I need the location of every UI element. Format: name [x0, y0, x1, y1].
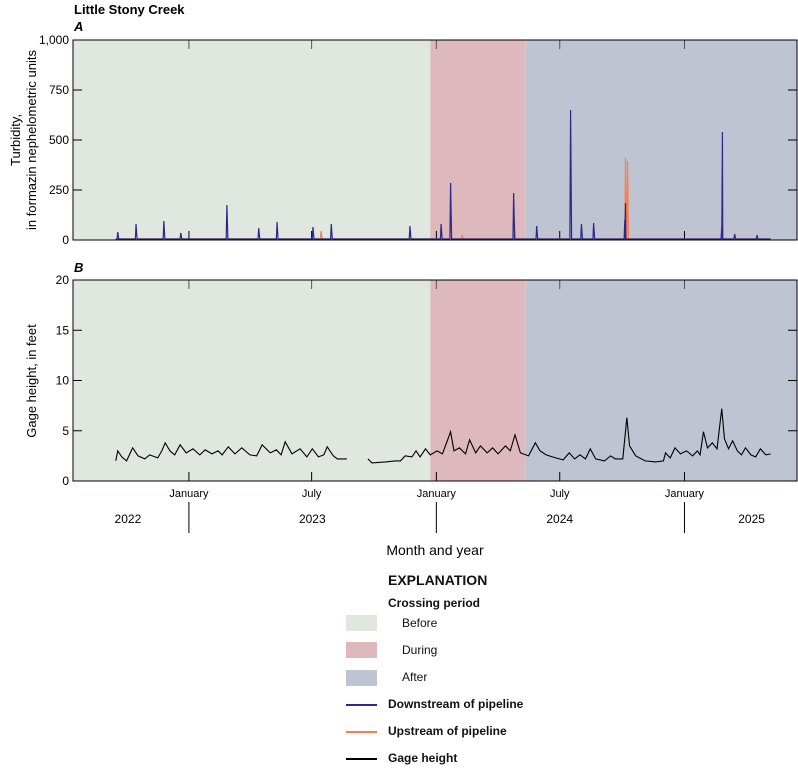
panel-a: 0 250 500 750 1,000: [39, 33, 798, 247]
y-tick-label: 0: [62, 474, 69, 488]
y-tick-label: 250: [49, 183, 69, 197]
period-during: [430, 40, 526, 240]
legend-line-upstream: [346, 731, 377, 733]
period-after: [525, 280, 797, 481]
y-axis-label-a-line2: in formazin nephelometric units: [24, 50, 39, 230]
plot-frame-b: [72, 279, 798, 482]
y-tick-label: 500: [49, 133, 69, 147]
series-gage-height: [367, 408, 771, 464]
y-tick-label: 10: [56, 374, 70, 388]
period-before: [73, 280, 431, 481]
legend-label-during: During: [402, 643, 438, 657]
period-after: [525, 40, 797, 240]
legend-line-downstream: [346, 704, 377, 706]
legend-line-gage: [346, 758, 377, 760]
month-label: January: [169, 488, 209, 500]
month-label: July: [302, 488, 322, 500]
year-label: 2022: [115, 512, 142, 526]
legend-swatch-after: [346, 670, 377, 686]
year-label: 2025: [738, 512, 765, 526]
legend-label-after: After: [402, 670, 428, 684]
figure-title: Little Stony Creek: [74, 2, 185, 17]
month-label: January: [665, 488, 705, 500]
y-tick-label: 750: [49, 83, 69, 97]
x-axis-label: Month and year: [386, 542, 484, 558]
period-during: [430, 280, 526, 481]
year-label: 2023: [299, 512, 326, 526]
panel-b: 0 5 10 15 20: [56, 273, 798, 488]
year-label: 2024: [546, 512, 573, 526]
legend-label-gage: Gage height: [388, 751, 458, 765]
x-axis-labels: January July January July January 2022 2023 202…: [115, 488, 765, 533]
y-tick-label: 5: [62, 424, 69, 438]
y-tick-label: 20: [56, 273, 70, 287]
y-tick-label: 0: [62, 233, 69, 247]
legend-label-before: Before: [402, 616, 438, 630]
panel-a-label: A: [73, 19, 83, 34]
legend-subtitle: Crossing period: [388, 596, 481, 610]
legend-label-upstream: Upstream of pipeline: [388, 724, 507, 738]
month-label: July: [550, 488, 570, 500]
y-axis-label-b: Gage height, in feet: [24, 324, 39, 438]
legend-title: EXPLANATION: [388, 572, 488, 588]
plot-frame-a: [72, 39, 798, 241]
series-downstream-of-pipeline: [115, 109, 771, 240]
legend-swatch-during: [346, 642, 377, 658]
panel-b-label: B: [74, 260, 83, 275]
series-gage-height: [115, 440, 347, 462]
month-label: January: [417, 488, 457, 500]
y-tick-label: 1,000: [39, 33, 69, 47]
legend-swatch-before: [346, 615, 377, 631]
period-before: [73, 40, 431, 240]
legend-label-downstream: Downstream of pipeline: [388, 697, 524, 711]
y-axis-label-a-line1: Turbidity,: [8, 114, 23, 166]
y-tick-label: 15: [56, 323, 70, 337]
